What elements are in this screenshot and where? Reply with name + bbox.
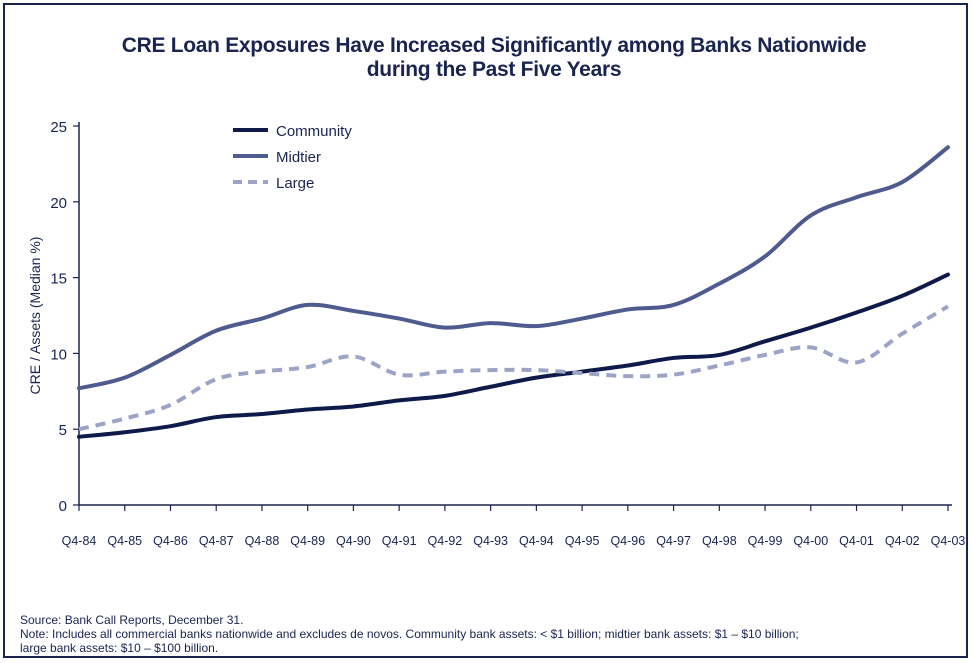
footnote-line-2: large bank assets: $10 – $100 billion. (20, 641, 219, 655)
x-tick-label: Q4-91 (382, 534, 417, 548)
x-tick-label: Q4-97 (656, 534, 691, 548)
y-tick-label: 25 (50, 119, 67, 136)
series-line-community (77, 272, 950, 439)
y-axis-label: CRE / Assets (Median %) (27, 237, 43, 395)
x-tick-label: Q4-87 (199, 534, 234, 548)
y-tick-label: 10 (50, 346, 67, 363)
x-tick-label: Q4-01 (839, 534, 874, 548)
x-tick-label: Q4-92 (428, 534, 463, 548)
series-line-large (78, 304, 950, 432)
chart-title: CRE Loan Exposures Have Increased Signif… (0, 34, 973, 82)
x-tick-label: Q4-84 (62, 534, 97, 548)
y-tick-label: 15 (50, 271, 67, 288)
legend-label-midtier: Midtier (276, 149, 321, 166)
chart-title-line-2: during the Past Five Years (366, 58, 622, 81)
chart-title-line-1: CRE Loan Exposures Have Increased Signif… (121, 34, 867, 57)
x-tick-label: Q4-98 (702, 534, 737, 548)
x-tick-label: Q4-00 (793, 534, 828, 548)
x-tick-label: Q4-88 (245, 534, 280, 548)
source-note: Source: Bank Call Reports, December 31. (20, 613, 244, 627)
x-tick-label: Q4-02 (885, 534, 920, 548)
series-line-midtier (77, 145, 950, 391)
x-tick-label: Q4-93 (473, 534, 508, 548)
x-tick-label: Q4-85 (107, 534, 142, 548)
y-tick-label: 5 (59, 422, 67, 439)
x-tick-label: Q4-90 (336, 534, 371, 548)
x-tick-label: Q4-86 (153, 534, 188, 548)
x-tick-label: Q4-95 (565, 534, 600, 548)
x-tick-label: Q4-96 (610, 534, 645, 548)
x-tick-label: Q4-03 (931, 534, 966, 548)
legend-label-large: Large (276, 175, 314, 192)
legend-label-community: Community (276, 123, 352, 140)
y-tick-label: 20 (50, 195, 67, 212)
x-tick-label: Q4-99 (748, 534, 783, 548)
y-tick-label: 0 (59, 498, 67, 515)
chart-footer: Source: Bank Call Reports, December 31. … (20, 613, 960, 655)
footnote-line-1: Note: Includes all commercial banks nati… (20, 627, 799, 641)
x-tick-label: Q4-94 (519, 534, 554, 548)
x-tick-label: Q4-89 (290, 534, 325, 548)
